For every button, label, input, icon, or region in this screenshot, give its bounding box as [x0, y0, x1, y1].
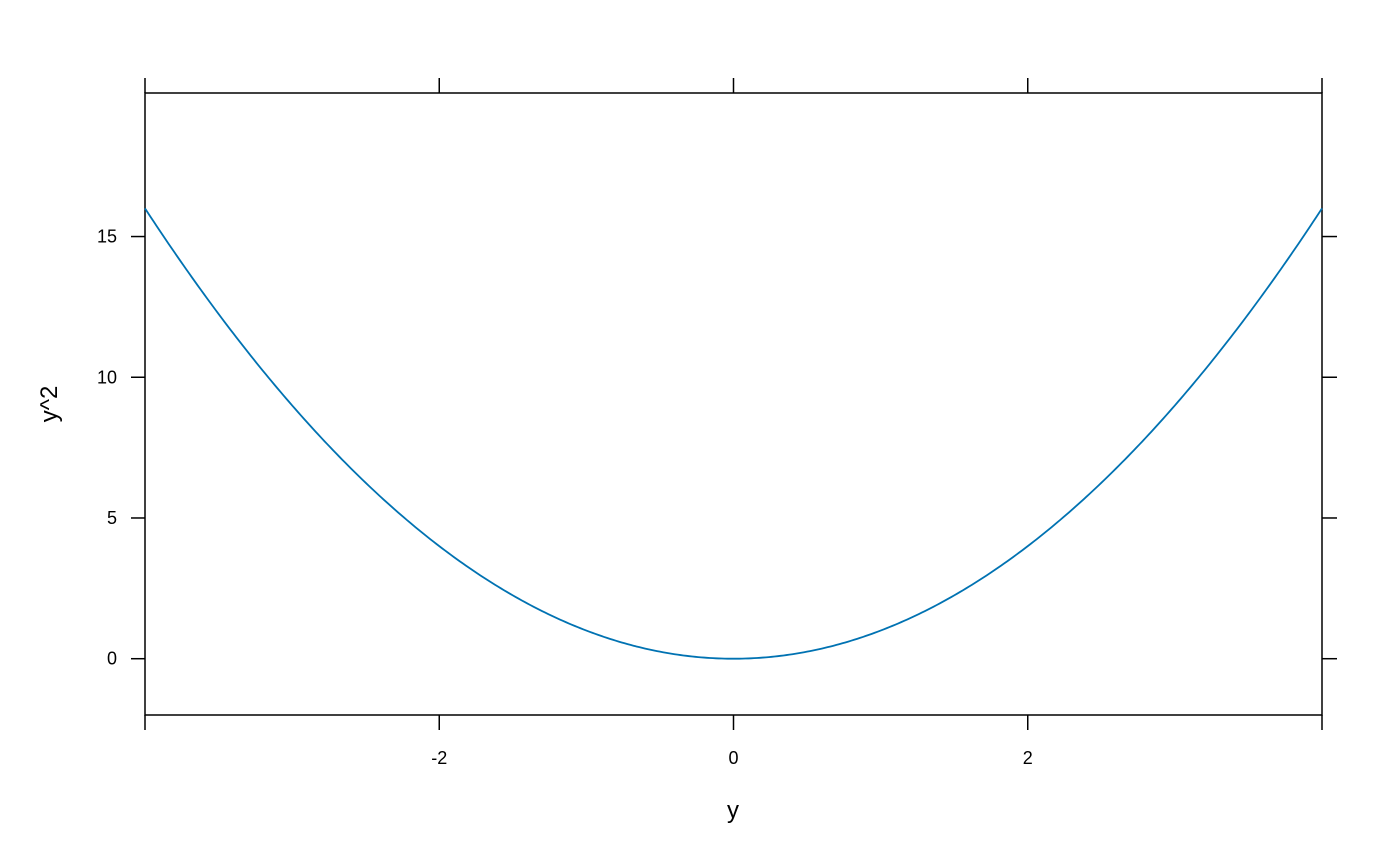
panel-border [144, 92, 1323, 716]
y-axis-label: y^2 [36, 386, 63, 423]
x-tick-label: -2 [431, 748, 447, 768]
tick-labels: -2 0 2 0 5 10 15 [97, 227, 1033, 768]
y-tick-label: 0 [107, 649, 117, 669]
data-line [144, 207, 1323, 660]
y-tick-label: 15 [97, 227, 117, 247]
x-tick-label: 0 [728, 748, 738, 768]
y-tick-label: 10 [97, 367, 117, 387]
x-axis-label: y [727, 797, 739, 824]
ticks [131, 78, 1337, 730]
x-tick-label: 2 [1023, 748, 1033, 768]
y-tick-label: 5 [107, 508, 117, 528]
